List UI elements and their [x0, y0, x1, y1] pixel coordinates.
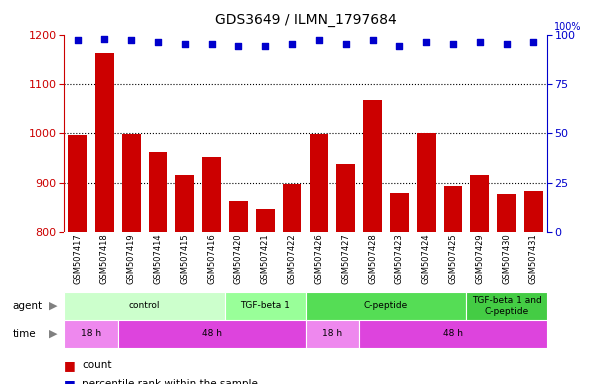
Point: [448, 41, 458, 48]
Bar: [363, 100, 382, 384]
Point: [153, 40, 163, 46]
Point: [341, 41, 351, 48]
Bar: [122, 134, 141, 384]
Text: C-peptide: C-peptide: [364, 301, 408, 310]
Point: [126, 37, 136, 43]
Bar: [310, 134, 328, 384]
Bar: [390, 193, 409, 384]
Bar: [229, 201, 248, 384]
Bar: [497, 194, 516, 384]
Bar: [64, 292, 225, 320]
Point: [100, 35, 109, 41]
Text: TGF-beta 1 and
C-peptide: TGF-beta 1 and C-peptide: [472, 296, 541, 316]
Text: ■: ■: [64, 359, 76, 372]
Point: [502, 41, 511, 48]
Bar: [524, 191, 543, 384]
Text: ■: ■: [64, 378, 76, 384]
Bar: [283, 184, 301, 384]
Text: agent: agent: [12, 301, 42, 311]
Point: [287, 41, 297, 48]
Bar: [95, 53, 114, 384]
Bar: [68, 135, 87, 384]
Text: 48 h: 48 h: [443, 329, 463, 338]
Bar: [225, 292, 306, 320]
Point: [422, 40, 431, 46]
Text: percentile rank within the sample: percentile rank within the sample: [82, 379, 258, 384]
Point: [180, 41, 190, 48]
Text: 100%: 100%: [554, 22, 581, 32]
Point: [475, 40, 485, 46]
Text: GDS3649 / ILMN_1797684: GDS3649 / ILMN_1797684: [214, 13, 397, 27]
Bar: [466, 292, 547, 320]
Bar: [306, 320, 359, 348]
Text: count: count: [82, 360, 112, 370]
Bar: [64, 320, 118, 348]
Point: [207, 41, 216, 48]
Text: 18 h: 18 h: [81, 329, 101, 338]
Text: 18 h: 18 h: [322, 329, 342, 338]
Text: ▶: ▶: [49, 301, 57, 311]
Point: [233, 43, 243, 50]
Text: time: time: [12, 329, 36, 339]
Text: ▶: ▶: [49, 329, 57, 339]
Bar: [175, 175, 194, 384]
Text: TGF-beta 1: TGF-beta 1: [240, 301, 290, 310]
Bar: [306, 292, 466, 320]
Bar: [417, 133, 436, 384]
Point: [260, 43, 270, 50]
Point: [529, 40, 538, 46]
Text: control: control: [129, 301, 160, 310]
Bar: [359, 320, 547, 348]
Point: [395, 43, 404, 50]
Bar: [256, 209, 275, 384]
Point: [314, 37, 324, 43]
Bar: [336, 164, 355, 384]
Bar: [470, 175, 489, 384]
Bar: [202, 157, 221, 384]
Bar: [118, 320, 306, 348]
Text: 48 h: 48 h: [202, 329, 222, 338]
Bar: [148, 152, 167, 384]
Point: [73, 37, 82, 43]
Bar: [444, 186, 463, 384]
Point: [368, 37, 378, 43]
